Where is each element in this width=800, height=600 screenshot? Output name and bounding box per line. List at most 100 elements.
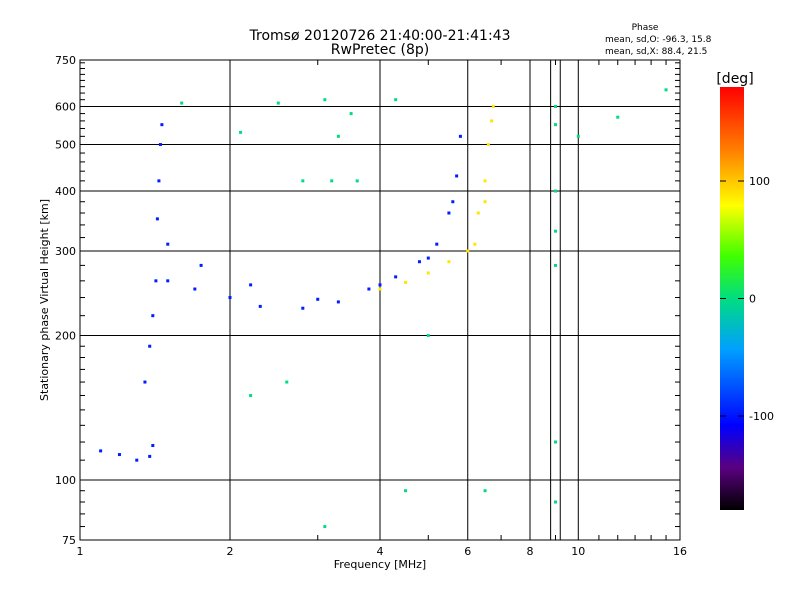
x-tick-label: 2 [227,545,234,558]
data-point [426,256,430,260]
data-point [553,500,557,504]
data-point [135,458,139,462]
data-point [483,200,487,204]
data-point [553,263,557,267]
data-point [355,179,359,183]
data-point [447,211,451,215]
x-tick-label: 16 [673,545,687,558]
y-tick-label: 100 [55,474,76,487]
data-point [336,134,340,138]
data-point [301,306,305,310]
data-point [99,449,103,453]
phase-stats-o: mean, sd,O: -96.3, 15.8 [605,35,712,45]
data-point [228,296,232,300]
data-point [394,98,398,102]
data-point [553,123,557,127]
y-tick-label: 600 [55,101,76,114]
colorbar-tick-label: 0 [749,293,756,306]
data-point [239,130,243,134]
y-tick-label: 300 [55,245,76,258]
data-point [483,489,487,493]
data-point [148,344,152,348]
data-point [158,143,162,147]
data-point [157,179,161,183]
data-point [403,489,407,493]
data-point [426,271,430,275]
data-point [483,179,487,183]
data-point [553,229,557,233]
phase-stats-x: mean, sd,X: 88.4, 21.5 [605,47,707,57]
grid [80,60,680,540]
data-point [160,123,164,127]
data-point [378,283,382,287]
data-point [276,101,280,105]
colorbar-tick-label: 100 [749,175,770,188]
y-tick-label: 400 [55,185,76,198]
data-point [466,249,470,253]
data-point [323,98,327,102]
data-point [193,287,197,291]
data-point [166,279,170,283]
chart-subtitle: RwPretec (8p) [331,42,429,58]
data-point [664,88,668,92]
data-point [143,380,147,384]
data-point [316,297,320,301]
x-tick-label: 10 [571,545,585,558]
x-axis-label: Frequency [MHz] [334,558,426,571]
data-point [486,143,490,147]
y-tick-label: 75 [62,534,76,547]
data-point [476,211,480,215]
data-point [301,179,305,183]
data-point [473,242,477,246]
data-point [258,304,262,308]
y-tick-label: 200 [55,330,76,343]
colorbar-label: [deg] [716,71,753,87]
data-point [249,283,253,287]
data-point [285,380,289,384]
data-point [435,242,439,246]
data-point [166,242,170,246]
data-point [151,314,155,318]
x-tick-label: 8 [527,545,534,558]
data-point [490,119,494,123]
data-point [616,115,620,119]
data-point [199,263,203,267]
data-point [403,280,407,284]
data-points [99,88,668,529]
data-point [553,440,557,444]
data-point [117,453,121,457]
data-point [417,260,421,264]
y-tick-label: 750 [55,54,76,67]
data-point [336,300,340,304]
data-point [447,260,451,264]
data-point [491,105,495,109]
data-point [148,454,152,458]
data-point [378,287,382,291]
colorbar-ticks: 100 0 -100 [720,175,774,423]
data-point [455,174,459,178]
data-point [154,279,158,283]
data-point [576,134,580,138]
data-point [553,105,557,109]
data-point [451,200,455,204]
x-tick-label: 6 [464,545,471,558]
chart-title: Tromsø 20120726 21:40:00-21:41:43 [249,28,511,44]
phase-stats-title: Phase [632,23,659,33]
colorbar-tick-label: -100 [749,410,774,423]
y-axis-label: Stationary phase Virtual Height [km] [38,199,51,401]
data-point [151,444,155,448]
data-point [553,189,557,193]
data-point [394,275,398,279]
data-point [249,394,253,398]
data-point [155,217,159,221]
data-point [367,287,371,291]
x-tick-label: 1 [77,545,84,558]
y-tick-label: 500 [55,139,76,152]
data-point [349,112,353,116]
x-tick-label: 4 [377,545,384,558]
axis-ticks: 1 2 4 6 8 10 16 75 100 200 300 400 500 600 750 [55,54,687,558]
data-point [323,525,327,529]
data-point [426,334,430,338]
data-point [330,179,334,183]
